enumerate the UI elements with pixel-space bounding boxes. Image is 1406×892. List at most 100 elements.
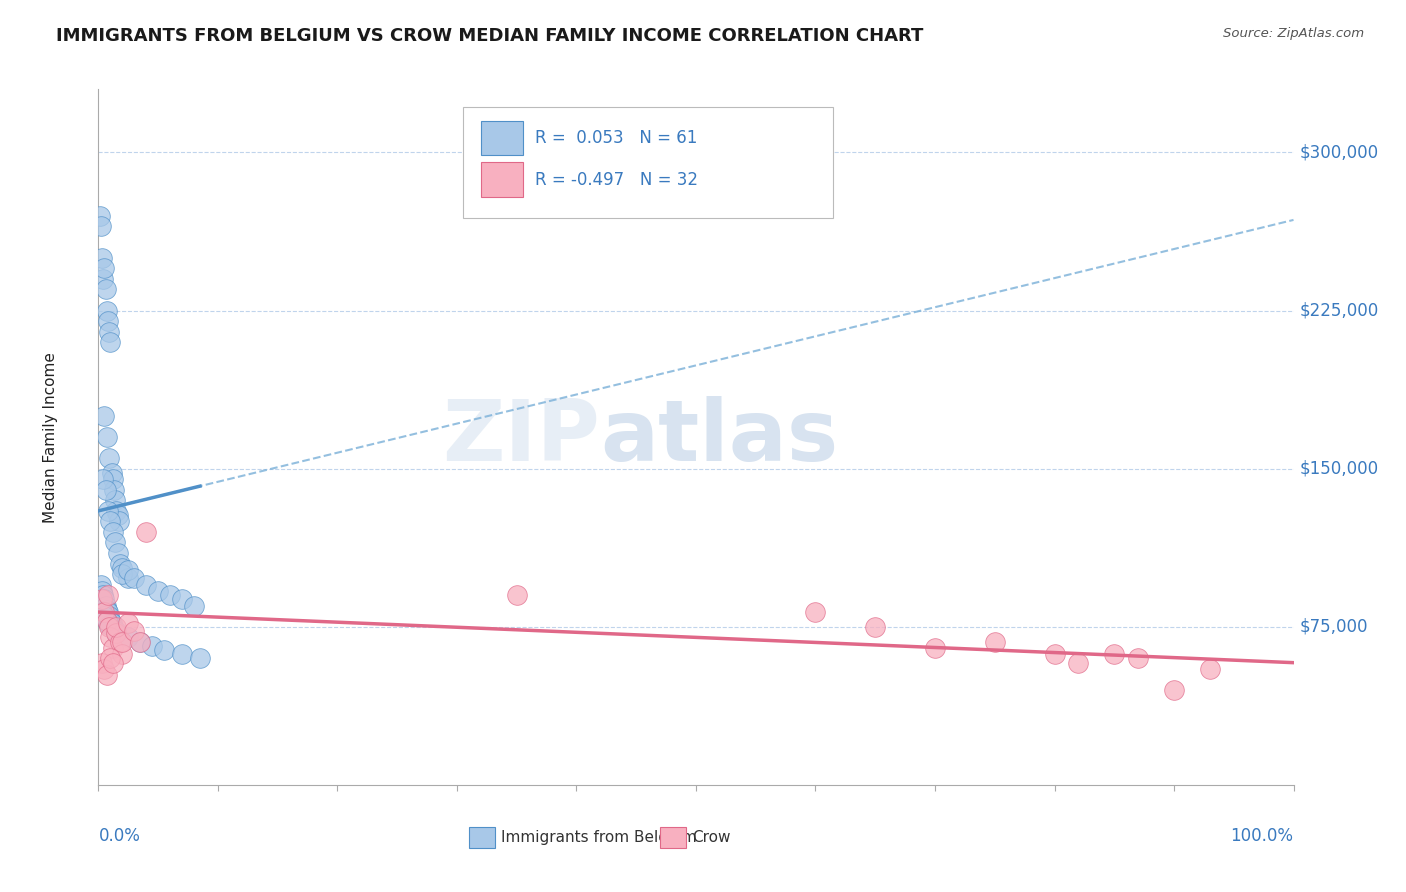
Point [103, 483, 125, 497]
Point [172, 592, 194, 607]
Point [98, 631, 122, 645]
Point [104, 535, 127, 549]
Text: atlas: atlas [600, 395, 838, 479]
Text: $300,000: $300,000 [1299, 144, 1379, 161]
Point [93, 605, 115, 619]
Point [1199, 662, 1222, 676]
Point [101, 524, 124, 539]
Point [105, 504, 128, 518]
Point [98, 614, 122, 628]
Point [111, 634, 134, 648]
Point [91, 588, 114, 602]
Point [172, 647, 194, 661]
Text: R = -0.497   N = 32: R = -0.497 N = 32 [534, 170, 697, 188]
Point [108, 557, 131, 571]
Point [129, 634, 152, 648]
Point [159, 588, 181, 602]
Point [97, 605, 120, 619]
Point [148, 584, 170, 599]
Point [124, 624, 146, 638]
Point [865, 620, 887, 634]
Point [153, 643, 176, 657]
Point [98, 325, 121, 339]
Point [98, 515, 122, 529]
Text: Median Family Income: Median Family Income [44, 351, 58, 523]
Point [93, 409, 115, 423]
Point [107, 515, 129, 529]
FancyBboxPatch shape [661, 827, 686, 847]
Point [96, 668, 118, 682]
FancyBboxPatch shape [470, 827, 495, 847]
Point [98, 651, 122, 665]
Point [101, 656, 124, 670]
Point [105, 624, 128, 638]
Point [105, 620, 128, 634]
Text: $75,000: $75,000 [1299, 618, 1368, 636]
Point [135, 524, 157, 539]
Point [101, 472, 124, 486]
Point [90, 577, 112, 591]
FancyBboxPatch shape [481, 162, 523, 197]
Point [100, 466, 122, 480]
Point [91, 272, 114, 286]
Text: 100.0%: 100.0% [1230, 827, 1294, 845]
FancyBboxPatch shape [481, 120, 523, 155]
Point [101, 640, 124, 655]
Point [96, 603, 118, 617]
Point [107, 508, 129, 522]
Text: 0.0%: 0.0% [98, 827, 141, 845]
Point [93, 662, 115, 676]
Text: Crow: Crow [692, 830, 731, 845]
Point [1128, 651, 1150, 665]
Point [96, 614, 118, 628]
Point [1043, 647, 1066, 661]
Point [89, 209, 111, 223]
Text: Source: ZipAtlas.com: Source: ZipAtlas.com [1223, 27, 1364, 40]
Point [135, 577, 157, 591]
Point [94, 483, 117, 497]
Point [97, 314, 120, 328]
Point [1067, 656, 1090, 670]
Point [93, 609, 115, 624]
Point [188, 651, 211, 665]
Text: R =  0.053   N = 61: R = 0.053 N = 61 [534, 129, 697, 147]
Point [117, 563, 139, 577]
Point [93, 261, 115, 276]
Text: $150,000: $150,000 [1299, 459, 1379, 478]
Point [1163, 683, 1185, 698]
Point [108, 634, 131, 648]
Point [183, 599, 205, 613]
Point [91, 472, 114, 486]
Point [91, 605, 114, 619]
Point [97, 504, 120, 518]
Point [96, 430, 118, 444]
Point [98, 617, 121, 632]
FancyBboxPatch shape [463, 106, 834, 218]
Point [94, 283, 117, 297]
Point [98, 609, 121, 624]
Point [90, 219, 112, 234]
Point [98, 451, 121, 466]
Point [141, 639, 163, 653]
Point [924, 640, 946, 655]
Point [804, 605, 827, 619]
Point [97, 588, 120, 602]
Point [1104, 647, 1126, 661]
Point [107, 546, 129, 560]
Point [117, 615, 139, 630]
Text: IMMIGRANTS FROM BELGIUM VS CROW MEDIAN FAMILY INCOME CORRELATION CHART: IMMIGRANTS FROM BELGIUM VS CROW MEDIAN F… [56, 27, 924, 45]
Point [100, 615, 122, 630]
Text: Immigrants from Belgium: Immigrants from Belgium [501, 830, 697, 845]
Point [111, 647, 134, 661]
Point [111, 561, 134, 575]
Point [129, 634, 152, 648]
Point [105, 626, 128, 640]
Point [93, 592, 115, 607]
Point [98, 620, 121, 634]
Point [91, 656, 114, 670]
Point [117, 571, 139, 585]
Point [104, 493, 127, 508]
Point [506, 588, 529, 602]
Point [117, 631, 139, 645]
Point [124, 571, 146, 585]
